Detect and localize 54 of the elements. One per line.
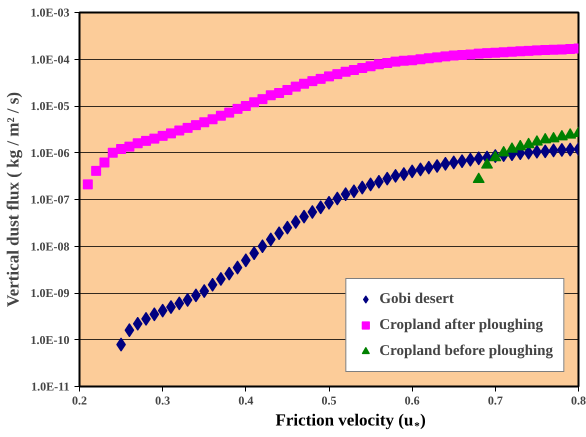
point [424,160,434,175]
point [182,122,193,133]
y-tick-label: 1.0E-05 [30,99,70,113]
point [332,192,342,206]
y-tick-label: 1.0E-11 [31,380,70,394]
point [266,232,276,246]
point [232,104,243,114]
point [290,215,301,230]
y-axis-title: Vertical dust flux ( kg / m² / s) [4,92,22,308]
y-tick-label: 1.0E-06 [30,146,70,160]
x-tick-label: 0.8 [571,394,586,408]
point [481,158,494,169]
y-tick-label: 1.0E-07 [30,192,70,206]
point [382,172,392,186]
point [448,155,459,170]
point [224,108,234,118]
point [257,94,268,104]
point [506,142,518,153]
legend-label: Cropland before ploughing [379,342,553,360]
point [357,180,368,195]
x-tick-label: 0.6 [404,394,420,408]
point [565,142,576,157]
point [82,179,93,190]
y-tick-label: 1.0E-03 [30,6,70,20]
x-tick-label: 0.7 [488,394,503,408]
point [290,82,301,92]
point [132,316,143,331]
legend-label: Cropland after ploughing [379,316,543,334]
x-axis-title: Friction velocity (u*) [275,410,426,432]
point [474,151,484,166]
y-tick-label: 1.0E-08 [30,239,70,254]
point [208,114,218,124]
point [522,138,535,148]
y-tick-label: 1.0E-04 [30,52,70,66]
point [166,128,176,138]
point [99,157,110,168]
x-tick-label: 0.5 [322,394,336,408]
legend-label: Gobi desert [379,290,454,308]
point [199,284,210,298]
x-tick-label: 0.4 [238,394,254,408]
x-tick-label: 0.2 [72,394,87,408]
point [274,88,284,98]
point [249,97,260,108]
point [190,120,201,130]
x-tick-label: 0.3 [155,394,170,408]
y-tick-label: 1.0E-10 [30,332,70,347]
point [564,128,576,139]
point [530,135,543,146]
y-tick-label: 1.0E-09 [30,286,70,300]
point [174,296,184,310]
point [91,166,102,176]
point [540,144,550,158]
point [316,200,326,214]
point [224,266,234,281]
